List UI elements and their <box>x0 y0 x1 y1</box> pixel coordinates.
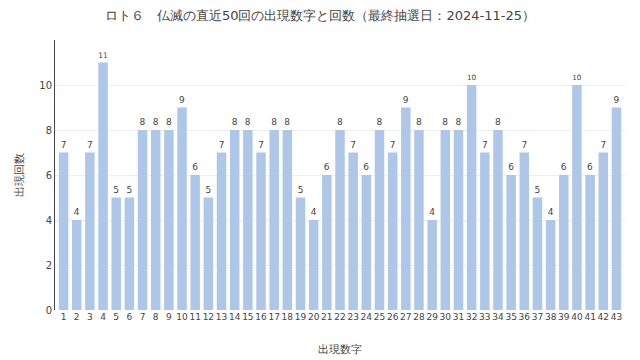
svg-text:6: 6 <box>363 162 369 172</box>
svg-text:9: 9 <box>403 95 409 105</box>
svg-text:38: 38 <box>545 312 557 322</box>
svg-text:8: 8 <box>46 125 52 136</box>
svg-text:8: 8 <box>455 117 461 127</box>
svg-text:8: 8 <box>245 117 251 127</box>
svg-text:6: 6 <box>46 170 52 181</box>
svg-text:11: 11 <box>189 312 200 322</box>
svg-text:5: 5 <box>113 185 119 195</box>
svg-text:7: 7 <box>600 140 606 150</box>
svg-text:9: 9 <box>166 312 172 322</box>
svg-text:29: 29 <box>426 312 438 322</box>
svg-text:25: 25 <box>374 312 385 322</box>
svg-text:9: 9 <box>179 95 185 105</box>
svg-text:43: 43 <box>611 312 622 322</box>
svg-text:8: 8 <box>232 117 238 127</box>
svg-text:0: 0 <box>46 305 52 316</box>
svg-text:6: 6 <box>508 162 514 172</box>
svg-text:23: 23 <box>347 312 358 322</box>
svg-text:31: 31 <box>453 312 464 322</box>
svg-text:13: 13 <box>216 312 227 322</box>
svg-text:5: 5 <box>535 185 541 195</box>
svg-text:7: 7 <box>390 140 396 150</box>
svg-text:5: 5 <box>205 185 211 195</box>
svg-text:3: 3 <box>87 312 93 322</box>
svg-text:9: 9 <box>613 95 619 105</box>
svg-text:19: 19 <box>295 312 307 322</box>
svg-text:4: 4 <box>429 207 435 217</box>
svg-text:22: 22 <box>334 312 345 322</box>
svg-text:2: 2 <box>46 260 52 271</box>
svg-text:10: 10 <box>572 73 582 82</box>
svg-text:32: 32 <box>466 312 477 322</box>
svg-text:7: 7 <box>521 140 527 150</box>
svg-text:出現回数: 出現回数 <box>13 153 26 197</box>
svg-text:36: 36 <box>519 312 531 322</box>
svg-text:14: 14 <box>229 312 241 322</box>
svg-text:24: 24 <box>361 312 373 322</box>
svg-text:4: 4 <box>46 215 52 226</box>
svg-text:10: 10 <box>39 80 52 91</box>
svg-text:7: 7 <box>258 140 264 150</box>
svg-text:30: 30 <box>440 312 452 322</box>
svg-text:6: 6 <box>587 162 593 172</box>
svg-text:18: 18 <box>282 312 294 322</box>
svg-text:5: 5 <box>298 185 304 195</box>
svg-text:41: 41 <box>584 312 595 322</box>
svg-text:8: 8 <box>284 117 290 127</box>
svg-text:4: 4 <box>311 207 317 217</box>
svg-text:8: 8 <box>153 312 159 322</box>
svg-text:16: 16 <box>255 312 267 322</box>
svg-text:8: 8 <box>495 117 501 127</box>
svg-text:27: 27 <box>400 312 411 322</box>
svg-text:8: 8 <box>416 117 422 127</box>
svg-text:4: 4 <box>548 207 554 217</box>
svg-text:28: 28 <box>413 312 425 322</box>
svg-text:2: 2 <box>74 312 80 322</box>
svg-text:34: 34 <box>492 312 504 322</box>
svg-text:12: 12 <box>203 312 214 322</box>
svg-text:37: 37 <box>532 312 543 322</box>
svg-text:42: 42 <box>598 312 609 322</box>
svg-text:39: 39 <box>558 312 570 322</box>
svg-text:7: 7 <box>482 140 488 150</box>
svg-text:4: 4 <box>74 207 80 217</box>
svg-text:21: 21 <box>321 312 332 322</box>
svg-text:5: 5 <box>127 185 133 195</box>
svg-text:15: 15 <box>242 312 253 322</box>
svg-text:8: 8 <box>376 117 382 127</box>
svg-text:40: 40 <box>571 312 583 322</box>
svg-text:20: 20 <box>308 312 320 322</box>
svg-text:7: 7 <box>61 140 67 150</box>
svg-text:6: 6 <box>127 312 133 322</box>
svg-text:6: 6 <box>561 162 567 172</box>
svg-text:8: 8 <box>166 117 172 127</box>
svg-text:4: 4 <box>100 312 106 322</box>
svg-text:8: 8 <box>140 117 146 127</box>
svg-text:17: 17 <box>268 312 279 322</box>
svg-text:26: 26 <box>387 312 399 322</box>
svg-text:11: 11 <box>98 51 108 60</box>
svg-text:10: 10 <box>467 73 477 82</box>
svg-text:10: 10 <box>176 312 188 322</box>
svg-text:8: 8 <box>153 117 159 127</box>
svg-text:7: 7 <box>219 140 225 150</box>
svg-text:7: 7 <box>140 312 146 322</box>
svg-text:ロト６ 仏滅の直近50回の出現数字と回数（最終抽選日：202: ロト６ 仏滅の直近50回の出現数字と回数（最終抽選日：2024-11-25） <box>105 8 535 23</box>
svg-text:7: 7 <box>87 140 93 150</box>
svg-text:6: 6 <box>324 162 330 172</box>
svg-text:8: 8 <box>271 117 277 127</box>
svg-text:33: 33 <box>479 312 490 322</box>
svg-text:6: 6 <box>192 162 198 172</box>
svg-text:出現数字: 出現数字 <box>318 343 362 356</box>
svg-text:1: 1 <box>61 312 67 322</box>
svg-text:8: 8 <box>442 117 448 127</box>
svg-text:8: 8 <box>337 117 343 127</box>
svg-text:35: 35 <box>505 312 516 322</box>
svg-text:5: 5 <box>113 312 119 322</box>
svg-text:7: 7 <box>350 140 356 150</box>
